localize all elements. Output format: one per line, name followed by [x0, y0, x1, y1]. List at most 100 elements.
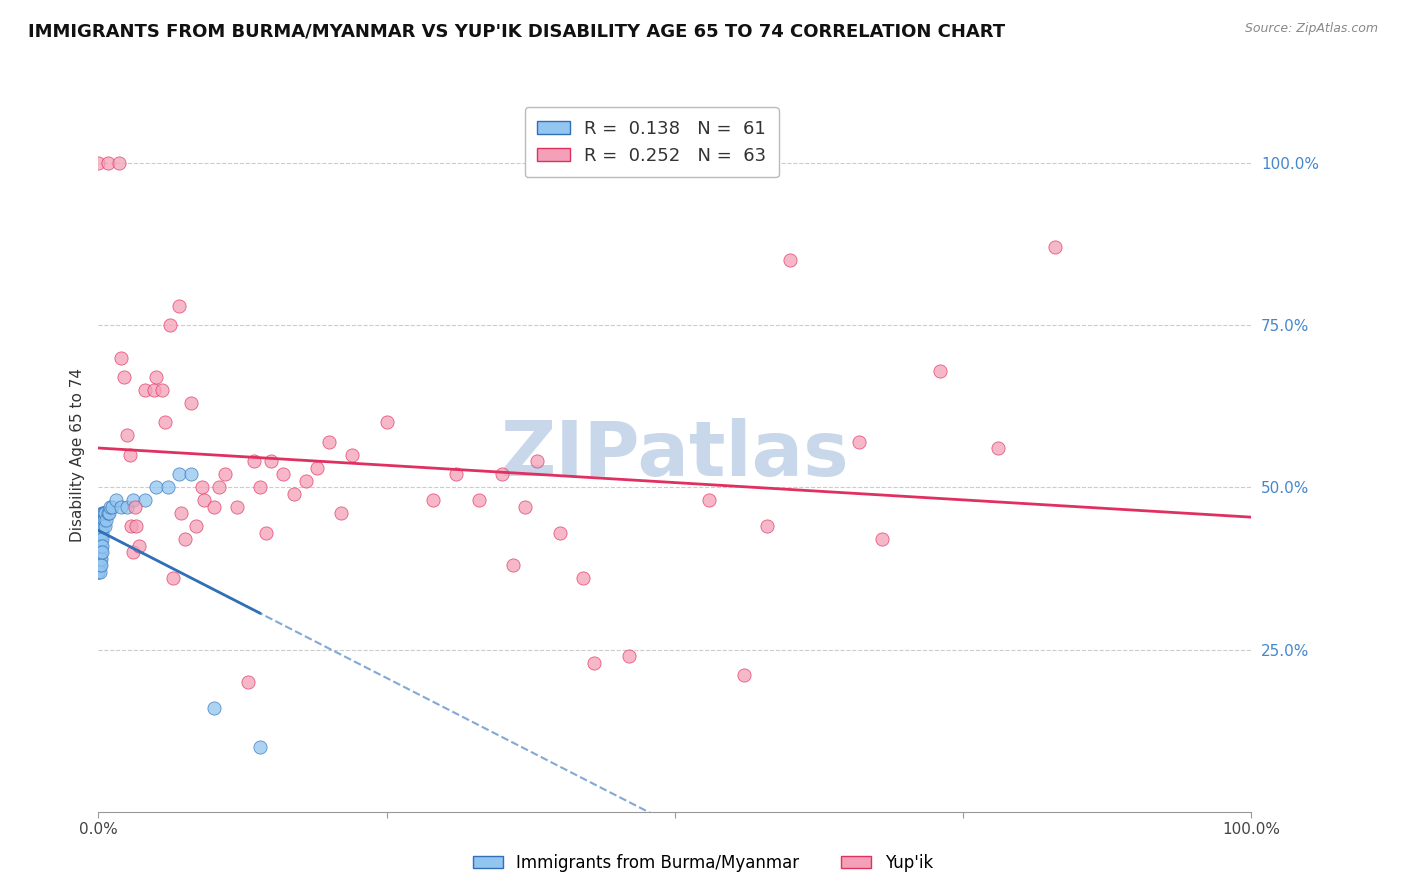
Point — [444, 467, 467, 482]
Point — [117, 500, 139, 514]
Point — [93, 513, 115, 527]
Point — [90, 558, 112, 573]
Point — [375, 416, 398, 430]
Point — [150, 383, 173, 397]
Point — [238, 675, 260, 690]
Point — [145, 370, 167, 384]
Point — [108, 156, 131, 170]
Point — [104, 493, 127, 508]
Legend: R =  0.138   N =  61, R =  0.252   N =  63: R = 0.138 N = 61, R = 0.252 N = 63 — [524, 107, 779, 178]
Point — [733, 668, 755, 682]
Point — [340, 448, 363, 462]
Point — [243, 454, 266, 468]
Point — [87, 551, 110, 566]
Point — [91, 513, 114, 527]
Point — [110, 500, 132, 514]
Point — [94, 519, 117, 533]
Point — [89, 533, 111, 547]
Point — [756, 519, 779, 533]
Point — [122, 493, 145, 508]
Point — [122, 545, 145, 559]
Point — [329, 506, 352, 520]
Point — [90, 539, 112, 553]
Point — [90, 525, 112, 540]
Point — [260, 454, 283, 468]
Point — [97, 506, 120, 520]
Point — [87, 539, 110, 553]
Point — [254, 525, 277, 540]
Point — [162, 571, 184, 585]
Point — [502, 558, 524, 573]
Point — [89, 545, 111, 559]
Point — [134, 493, 156, 508]
Point — [96, 513, 118, 527]
Point — [90, 533, 112, 547]
Point — [468, 493, 491, 508]
Text: IMMIGRANTS FROM BURMA/MYANMAR VS YUP'IK DISABILITY AGE 65 TO 74 CORRELATION CHAR: IMMIGRANTS FROM BURMA/MYANMAR VS YUP'IK … — [28, 22, 1005, 40]
Point — [848, 434, 870, 449]
Point — [98, 500, 121, 514]
Point — [110, 351, 132, 365]
Point — [97, 156, 120, 170]
Point — [87, 519, 110, 533]
Point — [583, 656, 606, 670]
Point — [87, 539, 110, 553]
Legend: Immigrants from Burma/Myanmar, Yup'ik: Immigrants from Burma/Myanmar, Yup'ik — [467, 847, 939, 879]
Point — [617, 648, 640, 663]
Point — [89, 558, 111, 573]
Point — [89, 551, 111, 566]
Point — [167, 299, 190, 313]
Point — [87, 558, 110, 573]
Point — [87, 558, 110, 573]
Point — [872, 533, 894, 547]
Point — [142, 383, 165, 397]
Point — [87, 533, 110, 547]
Point — [170, 506, 193, 520]
Point — [208, 480, 231, 494]
Point — [307, 461, 329, 475]
Point — [491, 467, 513, 482]
Point — [87, 545, 110, 559]
Point — [422, 493, 444, 508]
Point — [526, 454, 548, 468]
Point — [89, 519, 111, 533]
Point — [87, 525, 110, 540]
Point — [145, 480, 167, 494]
Text: ZIPatlas: ZIPatlas — [501, 418, 849, 491]
Point — [214, 467, 236, 482]
Point — [699, 493, 721, 508]
Point — [90, 513, 112, 527]
Point — [571, 571, 593, 585]
Point — [202, 500, 225, 514]
Point — [90, 525, 112, 540]
Point — [779, 253, 801, 268]
Point — [513, 500, 536, 514]
Point — [90, 545, 112, 559]
Point — [91, 519, 114, 533]
Point — [987, 442, 1010, 456]
Point — [117, 428, 139, 442]
Point — [318, 434, 340, 449]
Point — [125, 519, 148, 533]
Point — [87, 156, 110, 170]
Point — [89, 565, 111, 579]
Point — [128, 539, 150, 553]
Point — [191, 480, 214, 494]
Point — [174, 533, 197, 547]
Point — [87, 533, 110, 547]
Point — [249, 739, 271, 754]
Point — [94, 506, 117, 520]
Point — [249, 480, 271, 494]
Point — [90, 545, 112, 559]
Point — [90, 513, 112, 527]
Point — [159, 318, 181, 333]
Point — [225, 500, 247, 514]
Point — [155, 416, 177, 430]
Point — [89, 539, 111, 553]
Point — [295, 474, 318, 488]
Point — [167, 467, 190, 482]
Point — [90, 533, 112, 547]
Point — [180, 467, 202, 482]
Point — [118, 448, 141, 462]
Point — [124, 500, 146, 514]
